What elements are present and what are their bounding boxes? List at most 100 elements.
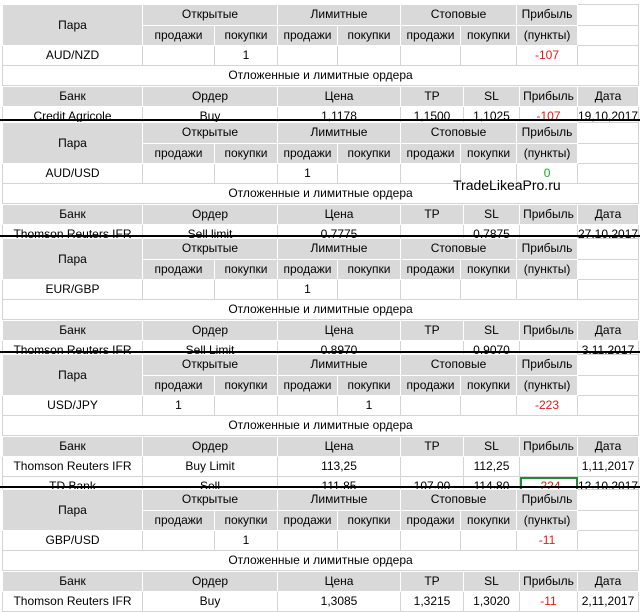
pending-orders-title: Отложенные и лимитные ордера <box>1 299 640 320</box>
limit-buys-cell[interactable] <box>336 279 402 300</box>
pair-row: AUD/NZD 1 -107 <box>2 45 640 66</box>
limit-sells-cell[interactable]: 1 <box>277 279 338 300</box>
limit-sells-header: продажи <box>277 24 338 46</box>
open-sells-header: продажи <box>142 142 215 164</box>
pair-header: Пара <box>2 122 143 164</box>
block-separator <box>0 119 640 121</box>
open-buys-cell[interactable] <box>214 163 278 184</box>
stop-sells-header: продажи <box>400 142 462 164</box>
open-buys-cell[interactable]: 1 <box>214 530 278 551</box>
order-header: Ордер <box>142 86 278 107</box>
stop-buys-cell[interactable] <box>460 530 518 551</box>
bank-cell[interactable]: Thomson Reuters IFR <box>2 456 143 477</box>
limit-buys-cell[interactable] <box>336 163 402 184</box>
price-cell[interactable]: 113,25 <box>277 456 401 477</box>
limit-header: Лимитные <box>276 238 402 260</box>
block-separator <box>0 235 640 237</box>
pair-cell[interactable]: AUD/USD <box>2 163 143 184</box>
stop-buys-header: покупки <box>460 258 518 280</box>
open-sells-cell[interactable] <box>142 163 215 184</box>
limit-buys-cell[interactable] <box>336 530 402 551</box>
limit-sells-cell[interactable] <box>277 45 338 66</box>
stop-sells-cell[interactable] <box>400 163 462 184</box>
date-cell[interactable]: 1,11,2017 <box>577 456 639 477</box>
open-header: Открытые <box>142 122 278 144</box>
pending-orders-title: Отложенные и лимитные ордера <box>1 183 640 204</box>
pair-block-aud-nzd: Пара Открытые Лимитные Стоповые Прибыль … <box>1 4 640 127</box>
order-profit-cell[interactable] <box>519 456 578 477</box>
pending-orders-title: Отложенные и лимитные ордера <box>1 415 640 436</box>
stop-sells-cell[interactable] <box>400 45 462 66</box>
pair-header: Пара <box>2 238 143 280</box>
points-header: (пункты) <box>516 374 579 396</box>
open-sells-header: продажи <box>142 24 215 46</box>
pending-title-row: Отложенные и лимитные ордера <box>1 183 640 204</box>
empty-cell[interactable] <box>577 530 640 551</box>
order-cell[interactable]: Buy Limit <box>142 456 278 477</box>
stop-sells-cell[interactable] <box>400 530 462 551</box>
pair-cell[interactable]: USD/JPY <box>2 395 143 416</box>
sl-header: SL <box>463 571 520 592</box>
stop-buys-header: покупки <box>460 509 518 531</box>
stop-sells-header: продажи <box>400 509 462 531</box>
profit-header: Прибыль <box>516 489 579 511</box>
sl-header: SL <box>463 204 520 225</box>
limit-sells-cell[interactable] <box>277 530 338 551</box>
stop-buys-cell[interactable] <box>460 45 518 66</box>
stop-buys-header: покупки <box>460 374 518 396</box>
profit-cell[interactable]: -223 <box>516 395 579 416</box>
stop-sells-header: продажи <box>400 258 462 280</box>
orders-header-row: Банк Ордер Цена TP SL Прибыль Дата <box>2 320 639 341</box>
limit-buys-cell[interactable]: 1 <box>336 395 402 416</box>
open-buys-header: покупки <box>214 509 278 531</box>
pair-header: Пара <box>2 489 143 531</box>
profit-header: Прибыль <box>519 320 578 341</box>
orders-table: Банк Ордер Цена TP SL Прибыль Дата Credi… <box>2 86 639 127</box>
open-sells-cell[interactable]: 1 <box>142 395 215 416</box>
open-buys-cell[interactable]: 1 <box>214 45 278 66</box>
limit-sells-cell[interactable]: 1 <box>277 163 338 184</box>
stop-sells-cell[interactable] <box>400 395 462 416</box>
open-sells-cell[interactable] <box>142 279 215 300</box>
empty-cell <box>577 354 640 376</box>
pair-row: EUR/GBP 1 <box>2 279 640 300</box>
open-buys-cell[interactable] <box>214 279 278 300</box>
empty-cell[interactable] <box>577 163 640 184</box>
header-row: Пара Открытые Лимитные Стоповые Прибыль <box>2 4 640 46</box>
limit-sells-cell[interactable] <box>277 395 338 416</box>
open-buys-cell[interactable] <box>214 395 278 416</box>
tp-cell[interactable] <box>400 456 464 477</box>
open-sells-cell[interactable] <box>142 45 215 66</box>
empty-cell[interactable] <box>577 45 640 66</box>
stop-buys-cell[interactable] <box>460 395 518 416</box>
profit-cell[interactable]: -11 <box>516 530 579 551</box>
open-sells-header: продажи <box>142 374 215 396</box>
orders-header-row: Банк Ордер Цена TP SL Прибыль Дата <box>2 86 639 107</box>
orders-header-row: Банк Ордер Цена TP SL Прибыль Дата <box>2 436 639 457</box>
pair-cell[interactable]: EUR/GBP <box>2 279 143 300</box>
limit-sells-header: продажи <box>277 374 338 396</box>
orders-header-row: Банк Ордер Цена TP SL Прибыль Дата <box>2 204 639 225</box>
header-row: Пара Открытые Лимитные Стоповые Прибыль <box>2 354 640 396</box>
profit-header: Прибыль <box>519 204 578 225</box>
profit-cell[interactable]: -107 <box>516 45 579 66</box>
empty-cell[interactable] <box>577 395 640 416</box>
open-sells-header: продажи <box>142 509 215 531</box>
limit-buys-cell[interactable] <box>336 45 402 66</box>
pair-cell[interactable]: AUD/NZD <box>2 45 143 66</box>
points-header: (пункты) <box>516 258 579 280</box>
points-header: (пункты) <box>516 509 579 531</box>
open-buys-header: покупки <box>214 142 278 164</box>
sl-cell[interactable]: 112,25 <box>463 456 520 477</box>
stop-buys-cell[interactable] <box>460 279 518 300</box>
empty-cell[interactable] <box>577 279 640 300</box>
stop-sells-cell[interactable] <box>400 279 462 300</box>
orders-table: Банк Ордер Цена TP SL Прибыль Дата Thoms… <box>2 571 639 612</box>
bank-header: Банк <box>2 320 143 341</box>
bank-header: Банк <box>2 204 143 225</box>
pair-cell[interactable]: GBP/USD <box>2 530 143 551</box>
open-sells-cell[interactable] <box>142 530 215 551</box>
profit-header: Прибыль <box>519 571 578 592</box>
profit-cell[interactable] <box>516 279 579 300</box>
stop-header: Стоповые <box>400 354 518 376</box>
